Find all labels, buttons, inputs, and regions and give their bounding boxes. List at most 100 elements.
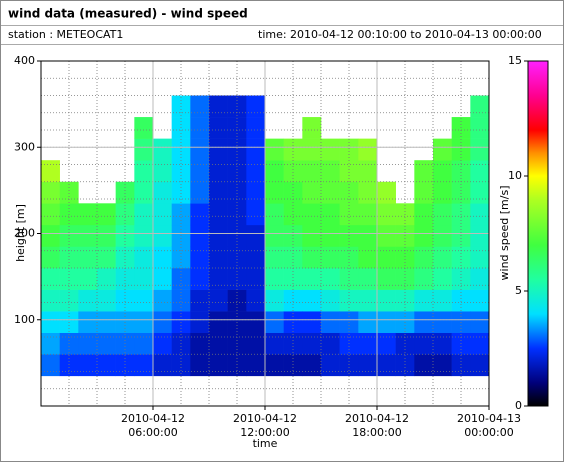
heat-cell [302,224,322,247]
heat-cell [134,268,154,290]
heat-cell [190,181,210,204]
heat-cell [246,138,266,161]
heat-cell [414,246,434,269]
heat-cell [265,203,284,226]
heat-cell [246,181,266,204]
heat-cell [451,289,471,312]
heat-cell [302,354,322,377]
y-tick-label: 300 [14,140,35,153]
heat-cell [414,203,434,226]
heat-cell [321,181,340,204]
heat-cell [358,332,378,355]
heat-cell [134,160,154,183]
heat-cell [134,332,154,355]
heat-cell [209,268,228,290]
heat-cell [41,311,60,333]
heat-cell [153,160,172,183]
heat-cell [59,268,79,290]
heat-cell [339,181,359,204]
heat-cell [171,289,191,312]
heat-cell [414,332,434,355]
heat-cell [302,332,322,355]
heat-cell [339,138,359,161]
heat-cell [209,246,228,269]
heat-cell [470,160,490,183]
heat-cell [171,138,191,161]
heat-cell [227,138,247,161]
heat-cell [97,203,116,226]
heat-cell [451,160,471,183]
heat-cell [246,95,266,118]
heat-cell [41,268,60,290]
heat-cell [153,246,172,269]
heat-cell [171,268,191,290]
heat-cell [227,354,247,377]
heat-cell [358,160,378,183]
heat-cell [171,181,191,204]
heat-cell [414,311,434,333]
heat-cell [283,138,303,161]
heat-cell [190,311,210,333]
heat-cell [78,224,98,247]
heat-cell [41,203,60,226]
heat-cell [377,354,396,377]
heat-cell [339,268,359,290]
heat-cell [265,289,284,312]
heat-cell [451,354,471,377]
heat-cell [302,117,322,139]
heat-cell [433,160,452,183]
heat-cell [134,203,154,226]
time-range: time: 2010-04-12 00:10:00 to 2010-04-13 … [258,28,542,41]
heat-cell [265,268,284,290]
heat-cell [321,138,340,161]
heat-cell [190,332,210,355]
heat-cell [358,268,378,290]
heat-cell [97,246,116,269]
heat-cell [283,246,303,269]
heat-cell [451,268,471,290]
heat-cell [470,332,490,355]
x-tick-label: 2010-04-12 18:00:00 [345,412,409,439]
heat-cell [339,160,359,183]
colorbar-tick-label: 10 [508,169,522,182]
heat-cell [115,268,135,290]
heat-cell [470,224,490,247]
station: station : METEOCAT1 [8,28,123,41]
heat-cell [470,311,490,333]
chart-title: wind data (measured) - wind speed [8,7,248,21]
heat-cell [97,311,116,333]
heat-cell [377,332,396,355]
heat-cell [190,246,210,269]
heat-cell [377,203,396,226]
heat-cell [153,181,172,204]
heat-cell [358,138,378,161]
heat-cell [153,332,172,355]
heat-cell [451,246,471,269]
heat-cell [190,160,210,183]
heat-cell [433,203,452,226]
heat-cell [302,203,322,226]
heat-cell [171,160,191,183]
heat-cell [190,268,210,290]
x-tick-label: 2010-04-13 00:00:00 [457,412,521,439]
heat-cell [97,224,116,247]
heat-cell [246,289,266,312]
heat-cell [302,289,322,312]
heat-cell [115,354,135,377]
heat-cell [227,289,247,312]
heat-cell [97,354,116,377]
heat-cell [153,203,172,226]
heat-cell [321,268,340,290]
heat-cell [302,311,322,333]
heat-cell [153,138,172,161]
heat-cell [134,289,154,312]
heat-cell [246,246,266,269]
heat-cell [283,160,303,183]
heat-cell [358,289,378,312]
heat-cell [190,138,210,161]
colorbar-tick-label: 5 [515,284,522,297]
heat-cell [302,138,322,161]
heat-cell [414,224,434,247]
heat-cell [41,289,60,312]
heat-cell [433,354,452,377]
